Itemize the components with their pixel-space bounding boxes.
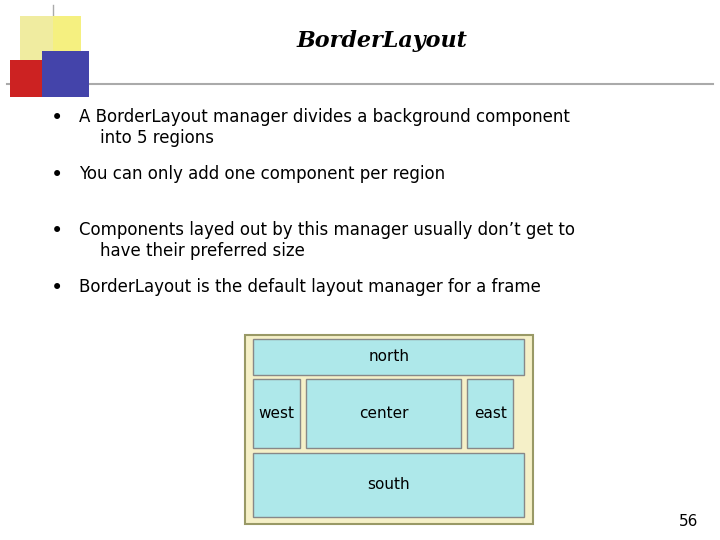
Text: center: center (359, 406, 408, 421)
Bar (253, 453, 524, 517)
Bar (20, 16, 60, 65)
Text: You can only add one component per region: You can only add one component per regio… (79, 165, 446, 183)
Text: •: • (50, 221, 63, 241)
Text: A BorderLayout manager divides a background component
    into 5 regions: A BorderLayout manager divides a backgro… (79, 108, 570, 147)
Bar (306, 379, 461, 448)
Text: north: north (369, 349, 409, 364)
Text: BorderLayout is the default layout manager for a frame: BorderLayout is the default layout manag… (79, 278, 541, 296)
Text: south: south (367, 477, 410, 492)
Bar (253, 339, 524, 375)
Bar (53, 16, 81, 54)
Text: •: • (50, 165, 63, 185)
Bar (42, 51, 89, 97)
Bar (10, 60, 50, 97)
Text: •: • (50, 108, 63, 128)
Text: BorderLayout: BorderLayout (296, 30, 467, 51)
Text: east: east (474, 406, 507, 421)
Text: west: west (258, 406, 294, 421)
Bar (253, 379, 300, 448)
Bar (467, 379, 513, 448)
Text: 56: 56 (679, 514, 698, 529)
Text: •: • (50, 278, 63, 298)
Text: Components layed out by this manager usually don’t get to
    have their preferr: Components layed out by this manager usu… (79, 221, 575, 260)
Bar (245, 335, 533, 524)
